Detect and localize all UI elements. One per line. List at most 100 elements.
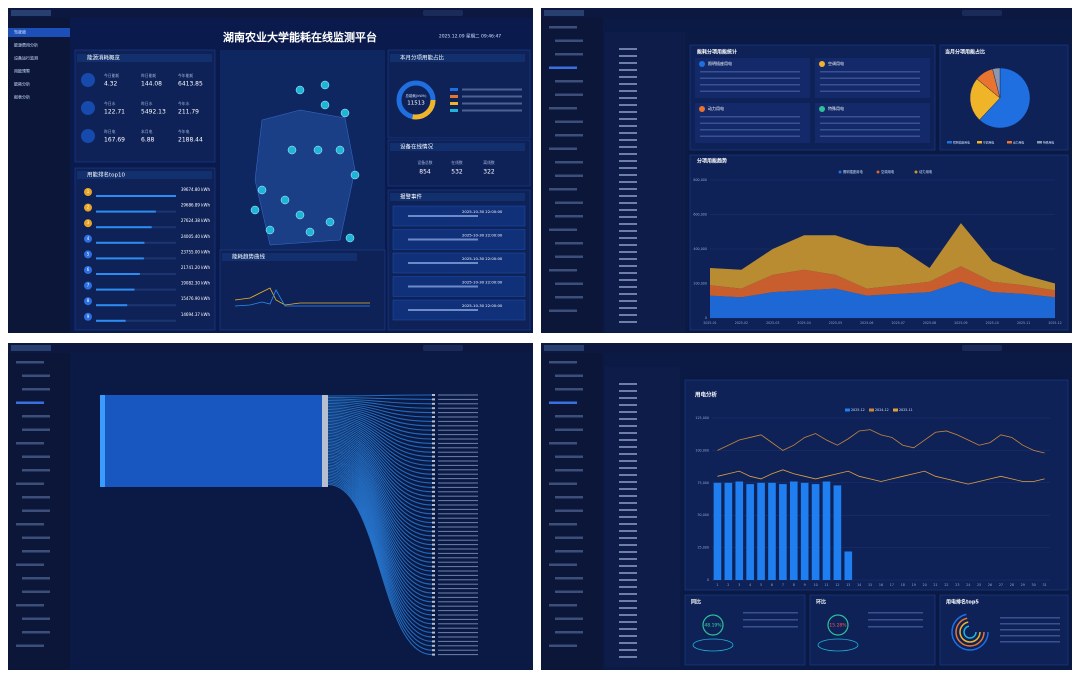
sankey-target — [432, 424, 435, 427]
compare-row — [868, 626, 923, 628]
legend-label: 2025-11 — [899, 408, 913, 412]
logo — [11, 10, 51, 16]
sankey-target — [432, 578, 435, 581]
menu-placeholder — [555, 161, 583, 164]
compare-value: 48.19% — [704, 623, 722, 629]
sankey-target — [432, 548, 435, 550]
compare-box — [809, 594, 936, 666]
label: 854 — [419, 169, 431, 176]
sankey-label — [438, 526, 478, 528]
sankey-target — [432, 499, 435, 502]
tree-item — [619, 565, 637, 567]
label: 总能耗(kWh) — [406, 93, 428, 98]
sankey-branch — [327, 402, 433, 418]
x-tick-label: 14 — [857, 583, 861, 587]
rank-bar — [96, 288, 135, 291]
compare-title: 用电排名top5 — [945, 599, 979, 606]
sankey-target — [432, 592, 435, 594]
chart-title: 分项用能趋势 — [697, 158, 727, 165]
sankey-branch — [327, 444, 433, 541]
label: 2188.44 — [178, 137, 203, 144]
sankey-target — [432, 539, 435, 542]
rank-track — [96, 304, 176, 307]
menu-placeholder — [16, 644, 44, 647]
stat-card-title: 动力用电 — [708, 105, 724, 111]
legend-swatch — [838, 170, 842, 174]
rank-bar — [96, 195, 176, 197]
legend-label: 空调用电 — [881, 169, 895, 174]
label: 6.88 — [141, 137, 155, 144]
sankey-branch — [327, 452, 433, 563]
sankey-branch — [327, 453, 433, 568]
section-bar — [390, 193, 525, 201]
trend-box — [219, 249, 386, 331]
menu-placeholder — [555, 577, 583, 580]
menu-placeholder — [22, 509, 50, 512]
menu-placeholder — [16, 442, 44, 445]
sankey-target — [432, 556, 435, 559]
screen-sankey — [8, 343, 533, 670]
sankey-label — [438, 605, 478, 607]
tree-item — [619, 69, 637, 71]
sankey-branch — [327, 426, 433, 488]
stat-row — [700, 71, 800, 73]
sankey-branch — [327, 419, 433, 466]
map-pin — [325, 217, 335, 227]
y-tick-label: 400,000 — [693, 247, 707, 251]
sankey-branch — [327, 465, 433, 603]
pie-slice — [969, 78, 1001, 121]
sankey-branch — [327, 473, 433, 625]
trend-line — [234, 289, 370, 307]
tree-item — [619, 509, 637, 511]
legend-label: 动力用电 — [919, 169, 933, 174]
rank-number: 9 — [87, 314, 90, 319]
compare-ring — [817, 638, 859, 652]
menu-item: 设备运行监测 — [14, 55, 38, 61]
label: 211.79 — [178, 109, 199, 116]
menu-placeholder — [555, 550, 583, 553]
compare-row — [743, 619, 798, 621]
tree-item — [619, 425, 637, 427]
x-tick-label: 2025-11 — [1017, 321, 1030, 325]
sankey-branch — [327, 458, 433, 581]
tree-item — [619, 642, 637, 644]
menu-placeholder — [549, 482, 577, 485]
rank-number: 6 — [87, 267, 90, 272]
legend-swatch — [914, 170, 918, 174]
sankey-branch — [327, 429, 433, 497]
sankey-label — [438, 640, 478, 642]
tree-item — [619, 537, 637, 539]
label: 昨日电 — [104, 129, 116, 134]
menu-placeholder — [16, 523, 44, 526]
tree-item — [619, 244, 637, 246]
x-tick-label: 2025-09 — [954, 321, 967, 325]
tree-item — [619, 418, 637, 420]
tree-item — [619, 223, 637, 225]
sankey-branch — [327, 413, 433, 449]
rank-badge — [84, 297, 92, 306]
map-pin — [335, 145, 345, 155]
sankey-target — [432, 605, 435, 608]
tree-item — [619, 251, 637, 253]
sankey-target — [432, 477, 435, 480]
x-tick-label: 26 — [988, 583, 992, 587]
logo — [544, 10, 584, 16]
menu-item: 能耗分析 — [14, 81, 30, 87]
sankey-target — [432, 460, 435, 462]
sankey-branch — [327, 449, 433, 554]
tree-item — [619, 481, 637, 483]
overview-icon — [81, 129, 95, 143]
stat-row — [820, 90, 920, 92]
x-tick-label: 28 — [1010, 583, 1014, 587]
tree-item — [619, 432, 637, 434]
sankey-target — [432, 644, 435, 647]
x-tick-label: 1 — [716, 583, 718, 587]
tree-item — [619, 167, 637, 169]
x-tick-label: 11 — [824, 583, 828, 587]
sankey-branch — [327, 468, 433, 612]
legend-swatch — [893, 408, 898, 412]
section-title: 用能排名top10 — [87, 171, 126, 179]
platform-title: 湖南农业大学能耗在线监测平台 — [223, 30, 377, 44]
share-legend-text — [462, 88, 522, 91]
section-bar — [222, 253, 357, 261]
